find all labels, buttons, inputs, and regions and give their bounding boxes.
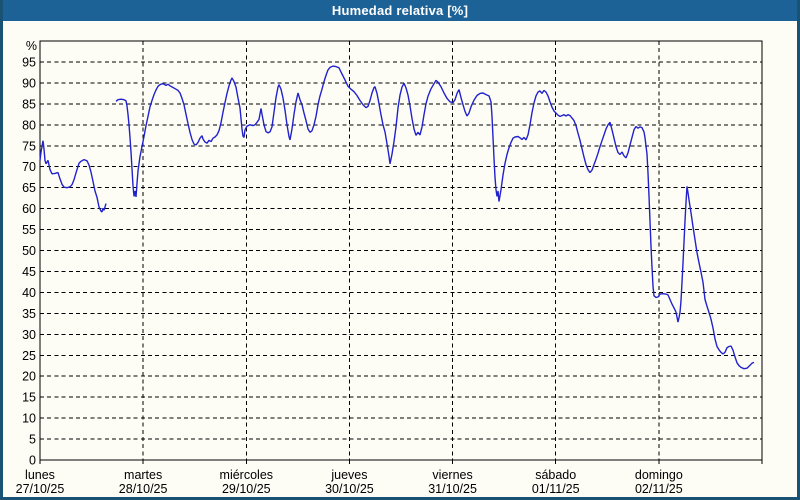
y-tick-label: 50: [22, 244, 36, 258]
y-tick-label: 5: [29, 433, 36, 447]
y-tick-label: 80: [22, 118, 36, 132]
plot-frame: [39, 40, 763, 461]
y-tick-label: 95: [22, 55, 36, 69]
y-tick-label: 75: [22, 139, 36, 153]
y-tick-label: 60: [22, 202, 36, 216]
humidity-line: [39, 65, 755, 370]
humidity-line-segment: [39, 140, 107, 213]
humidity-line-segment: [115, 65, 755, 370]
y-tick-label: 85: [22, 97, 36, 111]
y-axis-unit-label: %: [26, 39, 37, 53]
day-date-label: 31/10/25: [428, 482, 477, 496]
y-tick-label: 0: [29, 454, 36, 468]
y-tick-label: 10: [22, 412, 36, 426]
day-name-label: sábado: [535, 468, 576, 482]
y-tick-label: 70: [22, 160, 36, 174]
day-name-label: jueves: [330, 468, 367, 482]
y-axis-tick-labels: 0 5 10 15 20 25 30 35 40 45 50 55 60 65 70 75 80 85 90 95: [22, 55, 36, 467]
y-tick-label: 40: [22, 286, 36, 300]
title-bar: Humedad relativa [%]: [0, 0, 800, 21]
day-date-label: 01/11/25: [532, 482, 580, 496]
y-tick-label: 55: [22, 223, 36, 237]
x-axis-ticks: [39, 460, 763, 464]
gridlines: [40, 41, 762, 460]
y-tick-label: 65: [22, 181, 36, 195]
y-tick-label: 20: [22, 370, 36, 384]
day-name-label: miércoles: [220, 468, 274, 482]
day-name-label: martes: [124, 468, 162, 482]
chart-title: Humedad relativa [%]: [331, 3, 469, 18]
day-date-label: 27/10/25: [16, 482, 65, 496]
day-date-label: 30/10/25: [325, 482, 374, 496]
day-name-label: viernes: [432, 468, 472, 482]
y-tick-label: 35: [22, 307, 36, 321]
y-tick-label: 45: [22, 265, 36, 279]
y-tick-label: 25: [22, 349, 36, 363]
y-tick-label: 30: [22, 328, 36, 342]
day-name-label: lunes: [25, 468, 55, 482]
y-tick-label: 90: [22, 76, 36, 90]
y-tick-label: 15: [22, 391, 36, 405]
day-name-label: domingo: [635, 468, 683, 482]
day-date-label: 29/10/25: [222, 482, 271, 496]
day-date-label: 02/11/25: [635, 482, 683, 496]
day-date-label: 28/10/25: [119, 482, 168, 496]
